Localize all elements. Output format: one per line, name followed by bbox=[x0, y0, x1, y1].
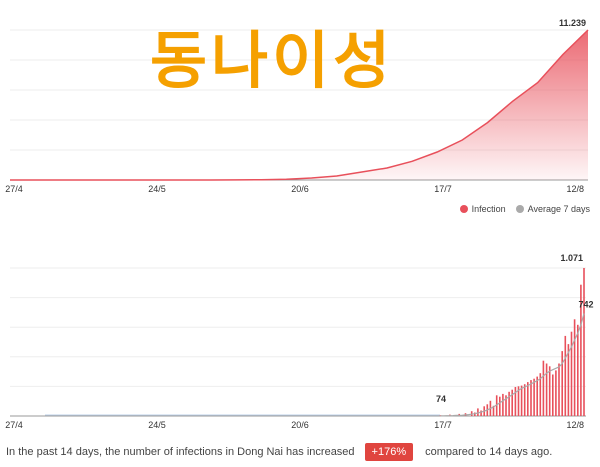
infection-bar bbox=[561, 351, 563, 416]
infection-area bbox=[10, 30, 588, 180]
infection-bar bbox=[555, 370, 557, 416]
x-tick-label: 27/4 bbox=[5, 420, 23, 430]
x-tick-label: 20/6 bbox=[291, 184, 309, 194]
daily-infection-chart: 1.071 742 74 27/4 24/5 20/6 17/7 12/8 bbox=[5, 253, 593, 430]
summary-footer: In the past 14 days, the number of infec… bbox=[6, 443, 552, 461]
legend-item-average[interactable]: Average 7 days bbox=[515, 204, 590, 214]
data-label-max-infection: 1.071 bbox=[560, 253, 583, 263]
infection-line bbox=[10, 29, 589, 181]
average-line bbox=[440, 313, 585, 417]
infection-bar bbox=[558, 363, 560, 416]
infection-bar bbox=[511, 389, 513, 416]
x-tick-label: 20/6 bbox=[291, 420, 309, 430]
infection-bar bbox=[536, 376, 538, 416]
infection-bar bbox=[517, 386, 520, 416]
data-label-max: 11.239 bbox=[559, 18, 586, 28]
infection-bar bbox=[539, 373, 542, 416]
x-tick-label: 27/4 bbox=[5, 184, 23, 194]
infection-bar bbox=[564, 335, 567, 416]
legend-label-average: Average 7 days bbox=[527, 204, 590, 214]
infection-bar bbox=[573, 319, 576, 416]
x-tick-label: 12/8 bbox=[566, 184, 584, 194]
x-tick-label: 24/5 bbox=[148, 184, 166, 194]
infection-bar bbox=[542, 360, 545, 416]
cumulative-infection-chart: 11.239 27/4 24/5 20/6 17/7 12/8 bbox=[5, 18, 589, 194]
data-label-average-17-7: 74 bbox=[436, 394, 446, 404]
summary-text-after: compared to 14 days ago. bbox=[425, 446, 553, 458]
infection-bar bbox=[567, 344, 570, 416]
legend-label-infection: Infection bbox=[471, 204, 506, 214]
infection-bar bbox=[514, 387, 517, 416]
infection-bar bbox=[499, 396, 501, 416]
infection-bar bbox=[495, 395, 498, 416]
infection-dot-icon bbox=[459, 205, 468, 213]
infection-bar bbox=[505, 395, 507, 416]
infection-bar bbox=[545, 363, 548, 416]
infection-bar bbox=[523, 384, 526, 416]
data-label-max-average: 742 bbox=[578, 299, 593, 309]
x-tick-label: 17/7 bbox=[434, 420, 452, 430]
infection-bar bbox=[577, 324, 579, 416]
infection-bar bbox=[583, 268, 585, 416]
x-tick-label: 12/8 bbox=[566, 420, 584, 430]
summary-text-before: In the past 14 days, the number of infec… bbox=[6, 446, 355, 458]
x-tick-label: 17/7 bbox=[434, 184, 452, 194]
infection-bar bbox=[520, 385, 523, 416]
x-tick-label: 24/5 bbox=[148, 420, 166, 430]
infection-bar bbox=[477, 408, 479, 416]
province-title-overlay: 동나이성 bbox=[150, 24, 395, 97]
infection-bar bbox=[480, 410, 482, 416]
infection-bar bbox=[492, 405, 495, 416]
average-dot-icon bbox=[515, 205, 524, 213]
increase-badge: +176% bbox=[364, 443, 414, 461]
legend-item-infection[interactable]: Infection bbox=[459, 204, 506, 214]
infection-bar bbox=[552, 374, 554, 416]
infection-bar bbox=[533, 378, 535, 416]
infection-bar bbox=[502, 393, 504, 416]
chart-legend: Infection Average 7 days bbox=[459, 204, 590, 214]
infection-bar bbox=[580, 284, 582, 416]
infection-bar bbox=[527, 382, 529, 416]
infection-bar bbox=[548, 366, 551, 416]
infection-bar bbox=[570, 331, 573, 416]
infection-bar bbox=[530, 380, 532, 416]
infection-bar bbox=[508, 391, 510, 416]
